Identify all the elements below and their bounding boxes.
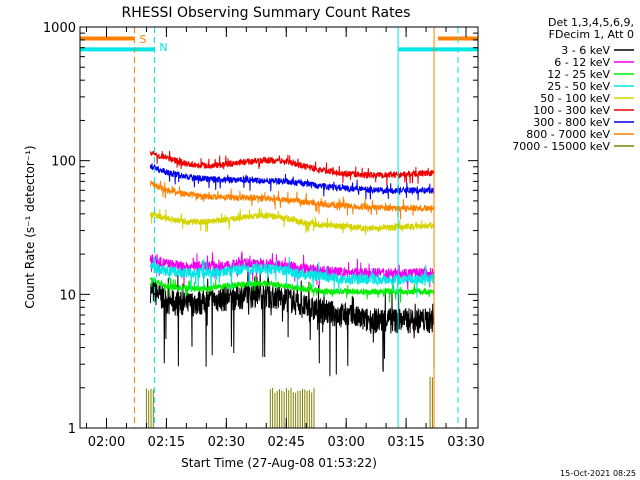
legend-label-8: 7000 - 15000 keV <box>512 140 610 153</box>
plot-frame <box>79 26 479 429</box>
legend-label-4: 50 - 100 keV <box>540 92 610 105</box>
x-tick-label: 03:00 <box>327 435 364 450</box>
x-tick-label: 02:00 <box>88 435 125 450</box>
series-line-2 <box>149 275 435 303</box>
footer-date: 15-Oct-2021 08:25 <box>560 469 636 478</box>
x-tick-label: 02:30 <box>208 435 245 450</box>
y-tick-label: 100 <box>51 155 76 170</box>
y-tick-label: 10 <box>59 288 76 303</box>
series-line-6 <box>149 163 435 201</box>
y-axis-label: Count Rate (s⁻¹ detector⁻¹) <box>23 145 37 308</box>
x-tick-label: 03:30 <box>447 435 484 450</box>
high-energy-burst-layer <box>145 376 433 428</box>
y-tick-label: 1 <box>68 422 76 437</box>
legend-header-line-2: FDecim 1, Att 0 <box>549 28 634 41</box>
series-line-3 <box>149 256 435 298</box>
axes-layer: 1 10 100 1000 02:00 02:15 02:30 02:45 03:00 03:15… <box>43 21 485 450</box>
series-line-4 <box>149 207 435 236</box>
y-tick-label: 1000 <box>43 21 76 36</box>
series-line-1 <box>149 251 435 290</box>
series-layer <box>149 150 435 377</box>
legend-label-7: 800 - 7000 keV <box>526 128 610 141</box>
legend-label-0: 3 - 6 keV <box>561 44 610 57</box>
series-line-7 <box>149 179 435 220</box>
legend-label-5: 100 - 300 keV <box>533 104 610 117</box>
legend-header-line-1: Det 1,3,4,5,6,9, <box>548 16 634 29</box>
series-line-5 <box>149 150 435 187</box>
x-axis-label: Start Time (27-Aug-08 01:53:22) <box>181 456 377 470</box>
x-tick-label: 02:15 <box>148 435 185 450</box>
legend-label-1: 6 - 12 keV <box>554 56 610 69</box>
legend-label-3: 25 - 50 keV <box>547 80 610 93</box>
marker-label-n: N <box>159 41 167 54</box>
chart-title: RHESSI Observing Summary Count Rates <box>122 5 411 21</box>
x-tick-label: 02:45 <box>268 435 305 450</box>
series-line-0 <box>149 265 435 377</box>
marker-label-s: S <box>139 33 146 46</box>
legend-label-6: 300 - 800 keV <box>533 116 610 129</box>
time-marker-layer: SN <box>133 27 459 428</box>
legend-label-2: 12 - 25 keV <box>547 68 610 81</box>
x-tick-label: 03:15 <box>387 435 424 450</box>
